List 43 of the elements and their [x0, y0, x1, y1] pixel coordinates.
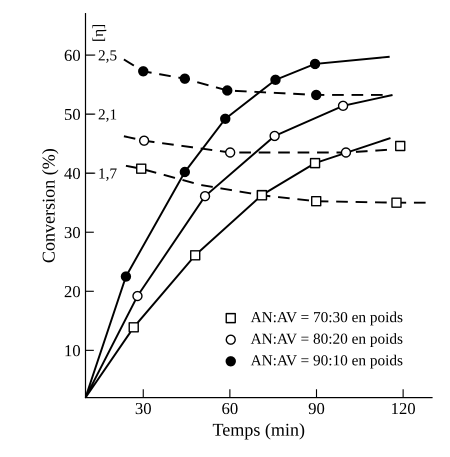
point: [220, 114, 230, 124]
y-tick-label: 10: [65, 345, 80, 356]
point: [310, 158, 320, 168]
point: [311, 90, 322, 100]
x-tick-label: 30: [136, 402, 151, 414]
point: [270, 74, 281, 86]
point: [128, 322, 139, 333]
x-tick-label: 120: [392, 402, 415, 414]
y-tick-label: 60: [64, 50, 80, 61]
legend-label: AN:AV = 70:30 en poids: [250, 312, 402, 326]
point: [224, 147, 236, 158]
point: [391, 198, 402, 208]
x-axis-title: Temps (min): [212, 423, 304, 440]
point: [180, 166, 190, 178]
point: [338, 100, 348, 112]
y-tick-label: 50: [64, 108, 80, 120]
point: [256, 190, 268, 201]
point: [120, 271, 132, 282]
point: [138, 66, 148, 76]
point: [395, 140, 406, 152]
point: [269, 130, 280, 142]
point: [180, 73, 190, 84]
x-tick-label: 90: [308, 402, 324, 414]
y2-axis-title: [η]: [92, 24, 106, 41]
point: [310, 58, 320, 70]
point: [190, 250, 200, 260]
point: [340, 147, 352, 158]
point: [311, 196, 322, 206]
point: [132, 290, 143, 302]
point: [200, 191, 210, 202]
y2-tick-label: 2,5: [98, 50, 116, 63]
point: [222, 85, 232, 96]
x-tick-label: 60: [222, 402, 238, 414]
y-tick-label: 30: [64, 226, 80, 238]
y2-tick-label: 2,1: [98, 109, 116, 122]
point: [136, 164, 146, 174]
point: [138, 135, 150, 146]
legend-label: AN:AV = 90:10 en poids: [250, 354, 402, 369]
y2-tick-label: 1,7: [99, 168, 117, 181]
y-tick-label: 20: [64, 286, 80, 298]
legend-label: AN:AV = 80:20 en poids: [250, 333, 402, 347]
y-axis-title: Conversion (%): [42, 149, 58, 262]
y-tick-label: 40: [64, 168, 80, 180]
